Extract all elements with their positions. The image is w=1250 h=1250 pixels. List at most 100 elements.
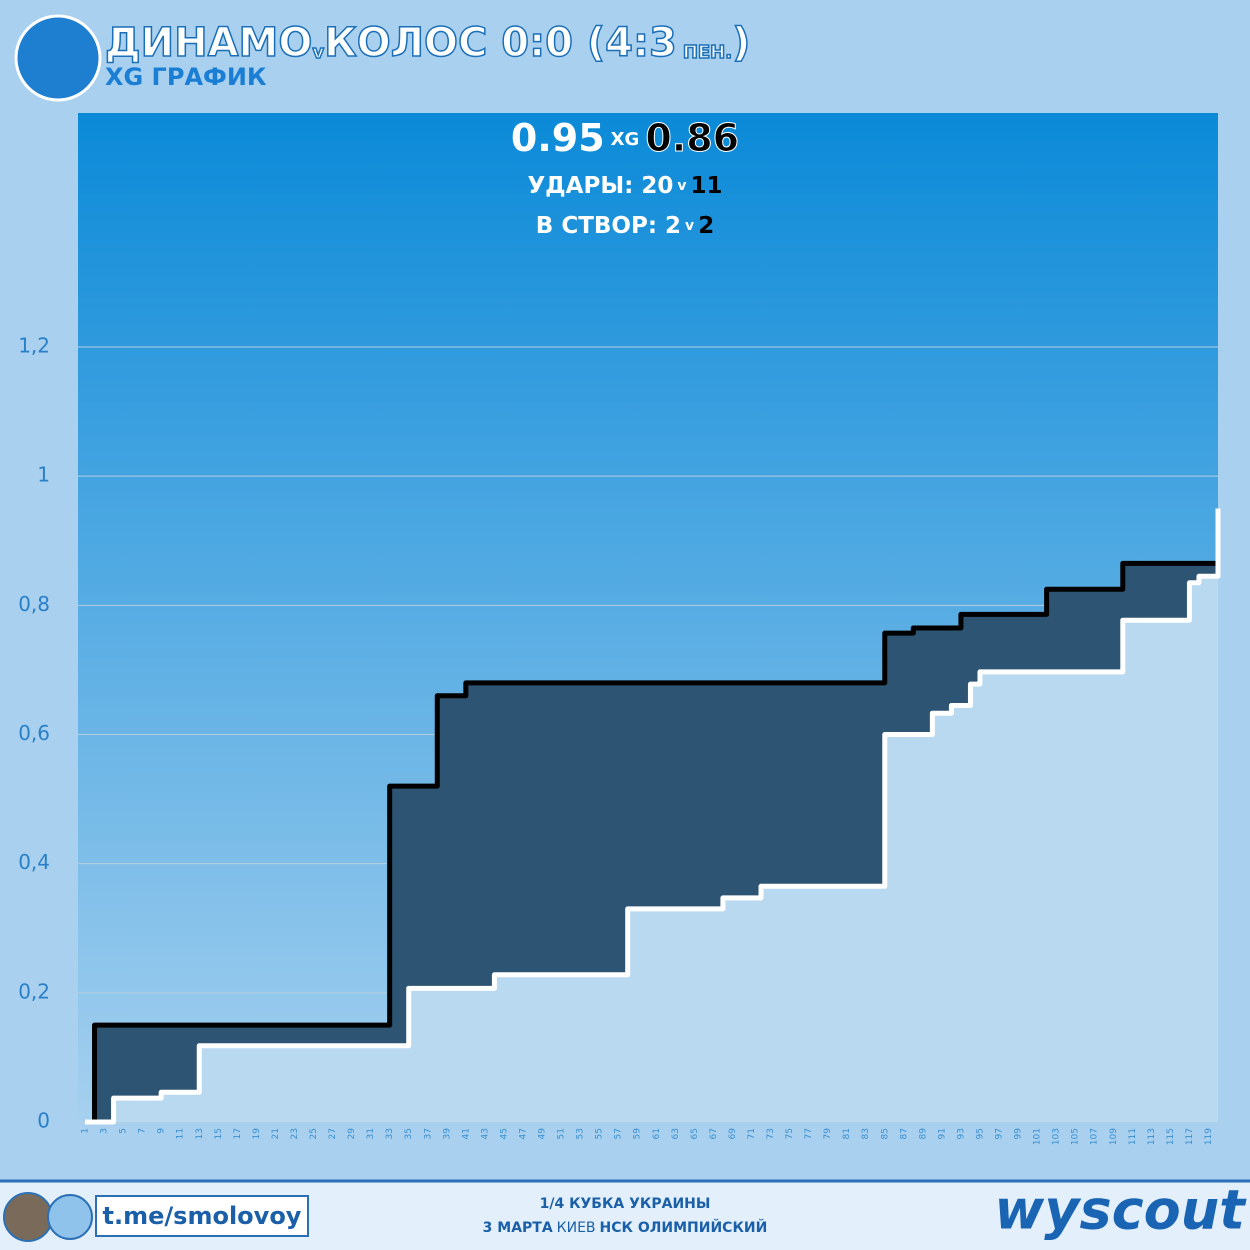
- x-tick-label: 97: [995, 1128, 1005, 1139]
- x-tick-label: 85: [880, 1128, 890, 1139]
- channel: t.me/smolovoy: [103, 1202, 302, 1230]
- x-tick-label: 59: [633, 1128, 643, 1140]
- x-tick-label: 37: [423, 1128, 433, 1139]
- x-tick-label: 15: [214, 1128, 224, 1139]
- x-tick-label: 3: [100, 1128, 110, 1134]
- x-tick-label: 73: [766, 1128, 776, 1139]
- title-sep: v: [312, 42, 324, 63]
- x-tick-label: 23: [290, 1128, 300, 1139]
- x-tick-label: 95: [975, 1128, 985, 1139]
- x-tick-label: 93: [956, 1128, 966, 1139]
- line: [85, 508, 1221, 1125]
- x-tick-label: 9: [157, 1128, 167, 1134]
- x-tick-label: 71: [747, 1128, 757, 1139]
- x-tick-label: 11: [176, 1128, 186, 1139]
- x-tick-label: 31: [366, 1128, 376, 1139]
- match-info: 3 МАРТА КИЕВ НСК ОЛИМПИЙСКИЙ: [483, 1219, 768, 1236]
- y-tick-label: 0: [37, 1109, 50, 1133]
- on-target-home: 2: [665, 213, 681, 239]
- title-pen: ПЕН.: [683, 42, 732, 63]
- league-logo: [14, 14, 102, 102]
- on-target-sep: v: [685, 218, 694, 234]
- x-tick-label: 113: [1147, 1128, 1157, 1145]
- x-tick-label: 21: [271, 1128, 281, 1139]
- y-tick-label: 0,8: [18, 592, 50, 616]
- x-tick-label: 17: [233, 1128, 243, 1139]
- title-rest: КОЛОС 0:0 (4:3: [324, 20, 677, 66]
- x-tick-label: 43: [480, 1128, 490, 1139]
- shots-stats: УДАРЫ: 20 v 11: [527, 173, 722, 199]
- avatar: [3, 1192, 53, 1242]
- x-tick-label: 87: [899, 1128, 909, 1139]
- x-tick-label: 115: [1166, 1128, 1176, 1145]
- xg-home: 0.95: [511, 116, 605, 160]
- x-tick-label: 5: [119, 1128, 129, 1134]
- x-tick-label: 105: [1071, 1128, 1081, 1145]
- y-tick-label: 0,2: [18, 979, 50, 1003]
- x-tick-label: 49: [538, 1128, 548, 1140]
- xg-away: 0.86: [645, 116, 739, 160]
- city: КИЕВ: [557, 1220, 596, 1236]
- x-tick-label: 75: [785, 1128, 795, 1139]
- x-tick-label: 89: [918, 1128, 928, 1140]
- x-tick-label: 69: [728, 1128, 738, 1140]
- x-tick-label: 79: [823, 1128, 833, 1140]
- channel-box: [95, 1195, 309, 1237]
- on-target-label: В СТВОР:: [536, 213, 657, 239]
- venue: НСК ОЛИМПИЙСКИЙ: [600, 1219, 768, 1236]
- x-tick-label: 83: [861, 1128, 871, 1139]
- x-tick-label: 25: [309, 1128, 319, 1139]
- telegram-icon: [47, 1194, 93, 1240]
- x-tick-label: 99: [1014, 1128, 1024, 1140]
- subtitle: XG ГРАФИК: [105, 63, 267, 91]
- x-tick-label: 103: [1052, 1128, 1062, 1145]
- y-tick-label: 0,4: [18, 850, 50, 874]
- x-tick-label: 119: [1204, 1128, 1214, 1145]
- x-tick-label: 45: [499, 1128, 509, 1139]
- x-tick-label: 51: [557, 1128, 567, 1139]
- y-tick-label: 1,2: [18, 334, 50, 358]
- shots-away: 11: [691, 173, 723, 199]
- x-tick-label: 77: [804, 1128, 814, 1139]
- brand: wyscout: [994, 1179, 1247, 1242]
- area: [85, 508, 1218, 1122]
- x-tick-label: 27: [328, 1128, 338, 1139]
- date: 3 МАРТА: [483, 1220, 553, 1236]
- y-tick-label: 1: [37, 463, 50, 487]
- x-tick-label: 81: [842, 1128, 852, 1139]
- shots-home: 20: [641, 173, 673, 199]
- x-tick-label: 107: [1090, 1128, 1100, 1145]
- x-tick-label: 91: [937, 1128, 947, 1139]
- x-tick-label: 111: [1128, 1128, 1138, 1145]
- competition: 1/4 КУБКА УКРАИНЫ: [540, 1196, 711, 1212]
- x-tick-label: 7: [138, 1128, 148, 1134]
- shots-label: УДАРЫ:: [527, 173, 633, 199]
- on-target-stats: В СТВОР: 2 v 2: [536, 213, 714, 239]
- x-tick-label: 29: [347, 1128, 357, 1140]
- y-tick-label: 0,6: [18, 721, 50, 745]
- x-tick-label: 55: [595, 1128, 605, 1139]
- x-tick-label: 67: [709, 1128, 719, 1139]
- x-tick-label: 19: [252, 1128, 262, 1140]
- xg-label: XG: [611, 129, 640, 150]
- x-tick-label: 63: [671, 1128, 681, 1139]
- on-target-away: 2: [698, 213, 714, 239]
- xg-stats: 0.95 XG 0.86: [511, 116, 739, 160]
- x-tick-label: 41: [461, 1128, 471, 1139]
- x-tick-label: 1: [81, 1128, 91, 1134]
- title: ДИНАМОvКОЛОС 0:0 (4:3 ПЕН.): [105, 20, 750, 66]
- title-tail: ): [732, 20, 750, 66]
- shots-sep: v: [677, 178, 686, 194]
- x-tick-label: 101: [1033, 1128, 1043, 1145]
- x-tick-label: 109: [1109, 1128, 1119, 1145]
- x-tick-label: 117: [1185, 1128, 1195, 1145]
- x-tick-label: 47: [518, 1128, 528, 1139]
- x-tick-label: 57: [614, 1128, 624, 1139]
- title-home: ДИНАМО: [105, 20, 312, 66]
- x-tick-label: 61: [652, 1128, 662, 1139]
- x-tick-label: 33: [385, 1128, 395, 1139]
- line: [85, 560, 1218, 1125]
- x-tick-label: 53: [576, 1128, 586, 1139]
- x-tick-label: 35: [404, 1128, 414, 1139]
